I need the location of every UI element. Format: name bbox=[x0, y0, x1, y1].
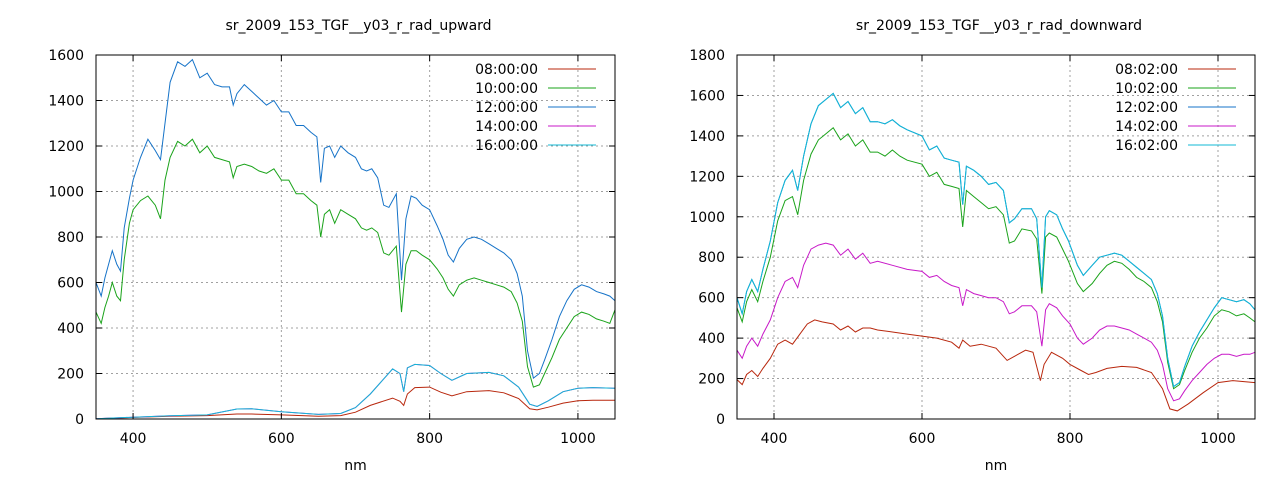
series-line-160000 bbox=[95, 363, 616, 420]
series-line-120000 bbox=[95, 58, 616, 379]
y-tick-label: 200 bbox=[57, 367, 84, 383]
legend-label: 12:00:00 bbox=[475, 100, 538, 116]
chart-title: sr_2009_153_TGF__y03_r_rad_downward bbox=[856, 18, 1142, 34]
x-tick-label: 1000 bbox=[560, 431, 596, 447]
legend-label: 16:02:00 bbox=[1115, 138, 1178, 154]
plot-frame bbox=[736, 54, 1256, 420]
series-line-080200 bbox=[736, 319, 1256, 412]
y-tick-label: 400 bbox=[57, 321, 84, 337]
x-tick-label: 800 bbox=[1057, 431, 1084, 447]
series-line-080000 bbox=[95, 386, 615, 420]
y-tick-label: 200 bbox=[698, 372, 725, 388]
upward-radiance-chart: 400 600 800 1000 0 200 400 600 800 1000 1200 1400 16… bbox=[48, 18, 616, 474]
y-tick-label: 1400 bbox=[689, 129, 725, 145]
x-tick-label: 400 bbox=[120, 431, 147, 447]
y-tick-label: 1000 bbox=[48, 185, 84, 201]
y-tick-label: 0 bbox=[716, 412, 725, 428]
y-tick-label: 800 bbox=[698, 250, 725, 266]
legend-label: 08:02:00 bbox=[1115, 62, 1178, 78]
y-tick-label: 1600 bbox=[689, 88, 725, 104]
legend-label: 14:02:00 bbox=[1115, 119, 1178, 135]
y-tick-label: 0 bbox=[75, 412, 84, 428]
y-tick-label: 1200 bbox=[689, 169, 725, 185]
y-tick-label: 600 bbox=[57, 276, 84, 292]
x-axis-label: nm bbox=[344, 458, 367, 474]
y-tick-label: 1400 bbox=[48, 94, 84, 110]
legend-label: 08:00:00 bbox=[475, 62, 538, 78]
x-tick-label: 400 bbox=[761, 431, 788, 447]
legend-label: 12:02:00 bbox=[1115, 100, 1178, 116]
series-line-140000 bbox=[95, 363, 616, 420]
y-tick-label: 1000 bbox=[689, 210, 725, 226]
legend-label: 16:00:00 bbox=[475, 138, 538, 154]
x-tick-label: 800 bbox=[416, 431, 443, 447]
series-line-100000 bbox=[95, 138, 616, 388]
legend-label: 10:00:00 bbox=[475, 81, 538, 97]
x-tick-label: 600 bbox=[909, 431, 936, 447]
legend-label: 10:02:00 bbox=[1115, 81, 1178, 97]
y-tick-label: 1200 bbox=[48, 139, 84, 155]
series-line-140200 bbox=[736, 242, 1256, 402]
y-tick-label: 1600 bbox=[48, 48, 84, 64]
y-tick-label: 600 bbox=[698, 291, 725, 307]
y-tick-label: 400 bbox=[698, 331, 725, 347]
series-line-100200 bbox=[736, 127, 1256, 390]
x-axis-label: nm bbox=[985, 458, 1008, 474]
downward-radiance-chart: 400 600 800 1000 0 200 400 600 800 1000 1200 1400 16… bbox=[689, 18, 1256, 474]
y-tick-label: 800 bbox=[57, 230, 84, 246]
y-tick-label: 1800 bbox=[689, 48, 725, 64]
x-tick-label: 600 bbox=[268, 431, 295, 447]
legend-label: 14:00:00 bbox=[475, 119, 538, 135]
chart-title: sr_2009_153_TGF__y03_r_rad_upward bbox=[225, 18, 491, 34]
series-line-160200 bbox=[736, 92, 1256, 388]
x-tick-label: 1000 bbox=[1200, 431, 1236, 447]
